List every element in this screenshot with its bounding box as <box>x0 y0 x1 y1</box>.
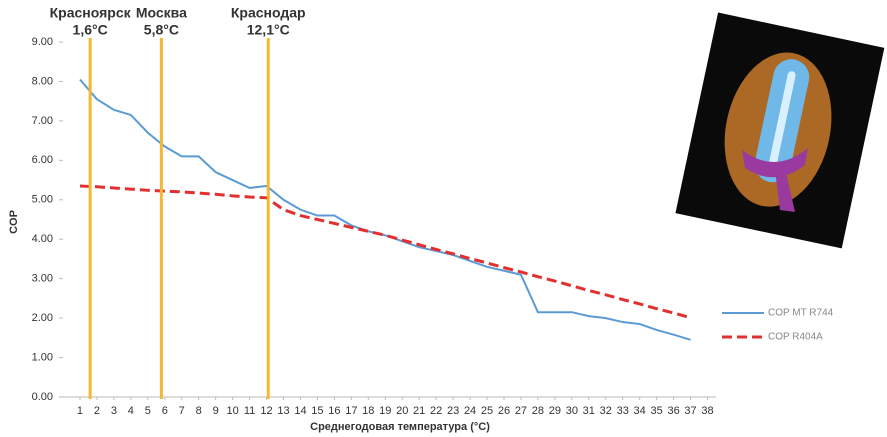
legend-label: COP MT R744 <box>768 308 834 319</box>
x-tick-label: 32 <box>600 405 612 417</box>
x-tick-label: 22 <box>430 405 442 417</box>
x-tick-label: 17 <box>345 405 357 417</box>
series-line <box>79 78 691 341</box>
x-tick-label: 26 <box>498 405 510 417</box>
y-tick-label: 9.00 <box>32 36 53 48</box>
x-tick-label: 24 <box>464 405 476 417</box>
y-tick-label: 2.00 <box>32 312 53 324</box>
y-tick-label: 7.00 <box>32 115 53 127</box>
x-tick-label: 33 <box>617 405 629 417</box>
x-tick-label: 14 <box>294 405 306 417</box>
x-tick-label: 2 <box>94 405 100 417</box>
x-tick-label: 16 <box>328 405 340 417</box>
x-tick-label: 36 <box>667 405 679 417</box>
x-tick-label: 30 <box>566 405 578 417</box>
x-tick-label: 25 <box>481 405 493 417</box>
x-tick-label: 18 <box>362 405 374 417</box>
y-tick-label: 8.00 <box>32 75 53 87</box>
x-tick-label: 20 <box>396 405 408 417</box>
x-tick-label: 35 <box>651 405 663 417</box>
x-tick-label: 15 <box>311 405 323 417</box>
y-tick-label: 6.00 <box>32 154 53 166</box>
x-tick-label: 7 <box>179 405 185 417</box>
x-tick-label: 21 <box>413 405 425 417</box>
x-tick-label: 29 <box>549 405 561 417</box>
x-tick-label: 10 <box>226 405 238 417</box>
x-axis-label: Среднегодовая температура (°C) <box>310 421 490 433</box>
x-tick-label: 13 <box>277 405 289 417</box>
y-tick-label: 1.00 <box>32 351 53 363</box>
x-tick-label: 23 <box>447 405 459 417</box>
x-tick-label: 9 <box>213 405 219 417</box>
x-tick-label: 19 <box>379 405 391 417</box>
x-tick-label: 4 <box>128 405 134 417</box>
annotation-label: Москва <box>136 5 187 21</box>
legend-label: COP R404A <box>768 332 823 343</box>
series-line <box>79 184 691 320</box>
x-tick-label: 38 <box>701 405 713 417</box>
annotation-sublabel: 12,1°C <box>247 22 290 38</box>
x-tick-label: 37 <box>684 405 696 417</box>
x-tick-label: 34 <box>634 405 646 417</box>
annotation-sublabel: 1,6°C <box>73 22 108 38</box>
x-tick-label: 11 <box>244 405 255 417</box>
x-tick-label: 31 <box>583 405 595 417</box>
y-tick-label: 5.00 <box>32 194 53 206</box>
x-tick-label: 1 <box>77 405 83 417</box>
x-tick-label: 3 <box>111 405 117 417</box>
x-tick-label: 8 <box>196 405 202 417</box>
x-tick-label: 27 <box>515 405 527 417</box>
thermometer-picture <box>675 12 885 249</box>
x-tick-label: 6 <box>162 405 168 417</box>
y-tick-label: 3.00 <box>32 273 53 285</box>
annotation-label: Краснодар <box>231 5 306 21</box>
x-tick-label: 12 <box>260 405 272 417</box>
y-axis-label: COP <box>8 210 20 234</box>
annotation-sublabel: 5,8°C <box>144 22 179 38</box>
y-tick-label: 0.00 <box>32 391 53 403</box>
y-tick-label: 4.00 <box>32 233 53 245</box>
x-tick-label: 5 <box>145 405 151 417</box>
annotation-label: Красноярск <box>50 5 132 21</box>
x-tick-label: 28 <box>532 405 544 417</box>
